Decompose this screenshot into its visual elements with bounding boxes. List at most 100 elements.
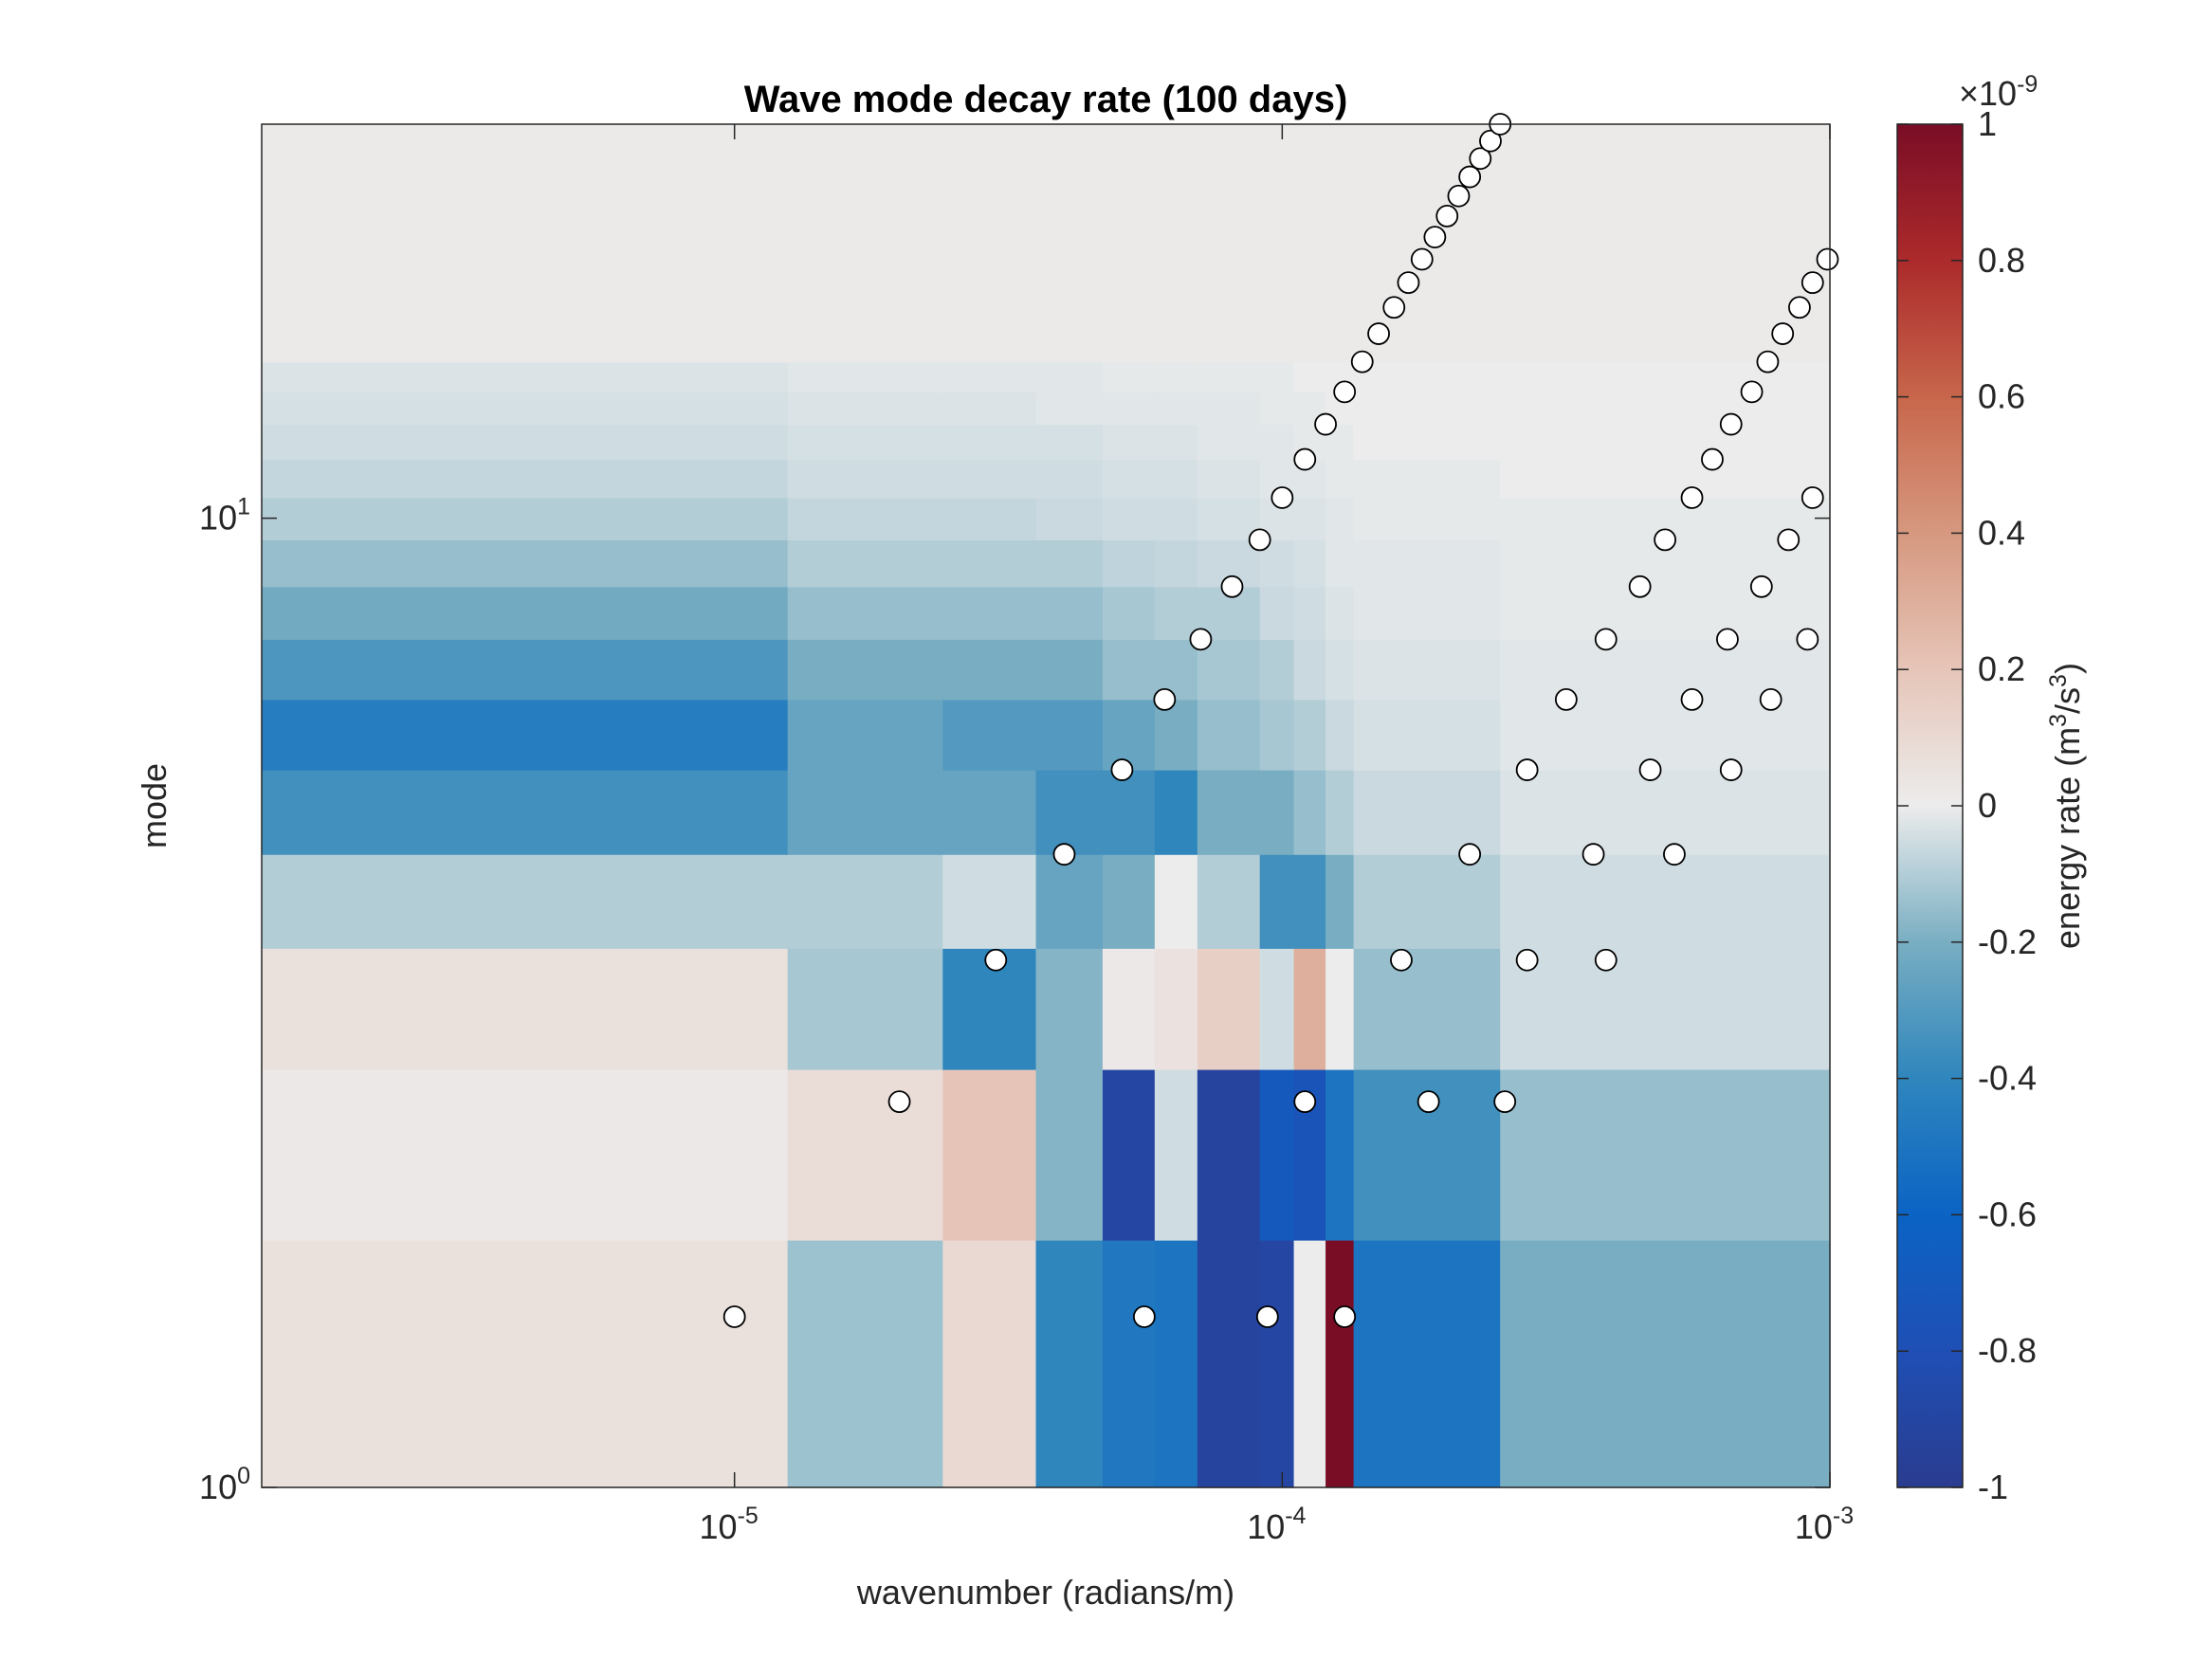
marker-point xyxy=(1333,1305,1357,1328)
heatmap-cell xyxy=(1259,1240,1295,1488)
heatmap-cell xyxy=(1154,1068,1198,1241)
x-tick-label: 10-3 xyxy=(1795,1503,1854,1546)
heatmap-cell xyxy=(1500,392,1831,426)
heatmap-cell xyxy=(1293,770,1326,855)
marker-point xyxy=(1423,226,1447,249)
heatmap-cell xyxy=(1035,854,1104,949)
heatmap-cell xyxy=(787,699,943,771)
heatmap-cell xyxy=(262,1068,789,1241)
heatmap-cell xyxy=(1293,639,1326,701)
marker-point xyxy=(1314,412,1337,436)
heatmap-cell xyxy=(942,1068,1037,1241)
heatmap-cell xyxy=(262,424,789,461)
heatmap-cell xyxy=(1035,1240,1104,1488)
marker-point xyxy=(1628,574,1652,598)
heatmap-cell xyxy=(942,699,1037,771)
heatmap-cell xyxy=(1500,361,1831,392)
heatmap-cell xyxy=(1353,586,1501,640)
marker-point xyxy=(1594,948,1618,972)
marker-point xyxy=(1417,1090,1440,1114)
heatmap-cell xyxy=(1259,392,1295,426)
heatmap-cell xyxy=(1259,699,1295,771)
heatmap-cell xyxy=(1293,948,1326,1070)
heatmap-cell xyxy=(1293,854,1326,949)
colorbar-tick-label: -0.6 xyxy=(1978,1194,2037,1233)
heatmap-cell xyxy=(1259,1068,1295,1241)
heatmap-cell xyxy=(1353,539,1501,588)
heatmap-cell xyxy=(1293,124,1326,363)
marker-point xyxy=(1701,447,1724,471)
heatmap-cell xyxy=(942,854,1037,949)
heatmap-cell xyxy=(1353,854,1501,949)
heatmap-cell xyxy=(1035,497,1104,541)
marker-point xyxy=(1719,412,1743,436)
marker-point xyxy=(1638,758,1662,781)
marker-point xyxy=(1816,247,1839,271)
heatmap-cell xyxy=(262,392,789,426)
marker-point xyxy=(1110,758,1134,781)
heatmap-cell xyxy=(1154,361,1198,392)
heatmap-cell xyxy=(1035,699,1104,771)
heatmap-cell xyxy=(1325,639,1355,701)
heatmap-cell xyxy=(787,392,943,426)
heatmap-cell xyxy=(1325,948,1355,1070)
y-axis-ticks: 100 101 xyxy=(199,494,1830,1506)
heatmap-cell xyxy=(1500,699,1831,771)
marker-point xyxy=(1663,843,1686,866)
heatmap-cell xyxy=(1154,770,1198,855)
marker-point xyxy=(1777,528,1801,552)
heatmap-cell xyxy=(942,586,1037,640)
heatmap-cell xyxy=(1353,1240,1501,1488)
heatmap-cell xyxy=(1293,539,1326,588)
marker-point xyxy=(984,948,1008,972)
heatmap-cell xyxy=(1325,854,1355,949)
heatmap-cell xyxy=(1035,770,1104,855)
heatmap-cell xyxy=(1035,539,1104,588)
heatmap-cell xyxy=(1035,124,1104,363)
heatmap-cell xyxy=(787,948,943,1070)
marker-point xyxy=(1333,380,1357,404)
heatmap-cell xyxy=(1197,497,1261,541)
heatmap-cell xyxy=(1353,361,1501,392)
heatmap-cell xyxy=(1102,770,1156,855)
heatmap-cell xyxy=(1325,699,1355,771)
heatmap-cell xyxy=(262,770,789,855)
heatmap-cell xyxy=(787,424,943,461)
heatmap-cell xyxy=(942,497,1037,541)
heatmap-cell xyxy=(1325,1068,1355,1241)
heatmap-cell xyxy=(1197,770,1261,855)
heatmap-cell xyxy=(1293,497,1326,541)
colorbar-tick-label: 0.6 xyxy=(1978,377,2025,416)
heatmap-cell xyxy=(1197,361,1261,392)
heatmap-cell xyxy=(1102,124,1156,363)
colorbar-ticks: 1 0.8 0.6 0.4 0.2 0 -0.2 -0.4 -0.6 -0.8 -1 xyxy=(1897,104,2037,1506)
heatmap-cell xyxy=(1197,424,1261,461)
heatmap-cell xyxy=(1325,539,1355,588)
heatmap-cell xyxy=(1154,459,1198,499)
marker-point xyxy=(1749,574,1773,598)
heatmap-cell xyxy=(1259,948,1295,1070)
heatmap-cell xyxy=(787,854,943,949)
marker-point xyxy=(1801,271,1824,295)
marker-point xyxy=(1515,758,1539,781)
heatmap-cell xyxy=(1500,770,1831,855)
heatmap-cell xyxy=(1500,459,1831,499)
heatmap-cell xyxy=(1293,699,1326,771)
heatmap-cell xyxy=(1325,497,1355,541)
heatmap-cell xyxy=(1035,392,1104,426)
heatmap-cell xyxy=(1154,392,1198,426)
heatmap-cell xyxy=(1154,1240,1198,1488)
marker-point xyxy=(722,1305,746,1328)
heatmap-cell xyxy=(1102,424,1156,461)
heatmap-cell xyxy=(1035,948,1104,1070)
marker-point xyxy=(1390,948,1413,972)
marker-point xyxy=(1153,688,1177,711)
heatmap-cell xyxy=(787,586,943,640)
marker-point xyxy=(1554,688,1578,711)
heatmap-cell xyxy=(942,770,1037,855)
heatmap-cell xyxy=(262,586,789,640)
heatmap-cell xyxy=(262,459,789,499)
heatmap-cell xyxy=(1259,361,1295,392)
marker-point xyxy=(1052,843,1076,866)
heatmap-cell xyxy=(1353,392,1501,426)
